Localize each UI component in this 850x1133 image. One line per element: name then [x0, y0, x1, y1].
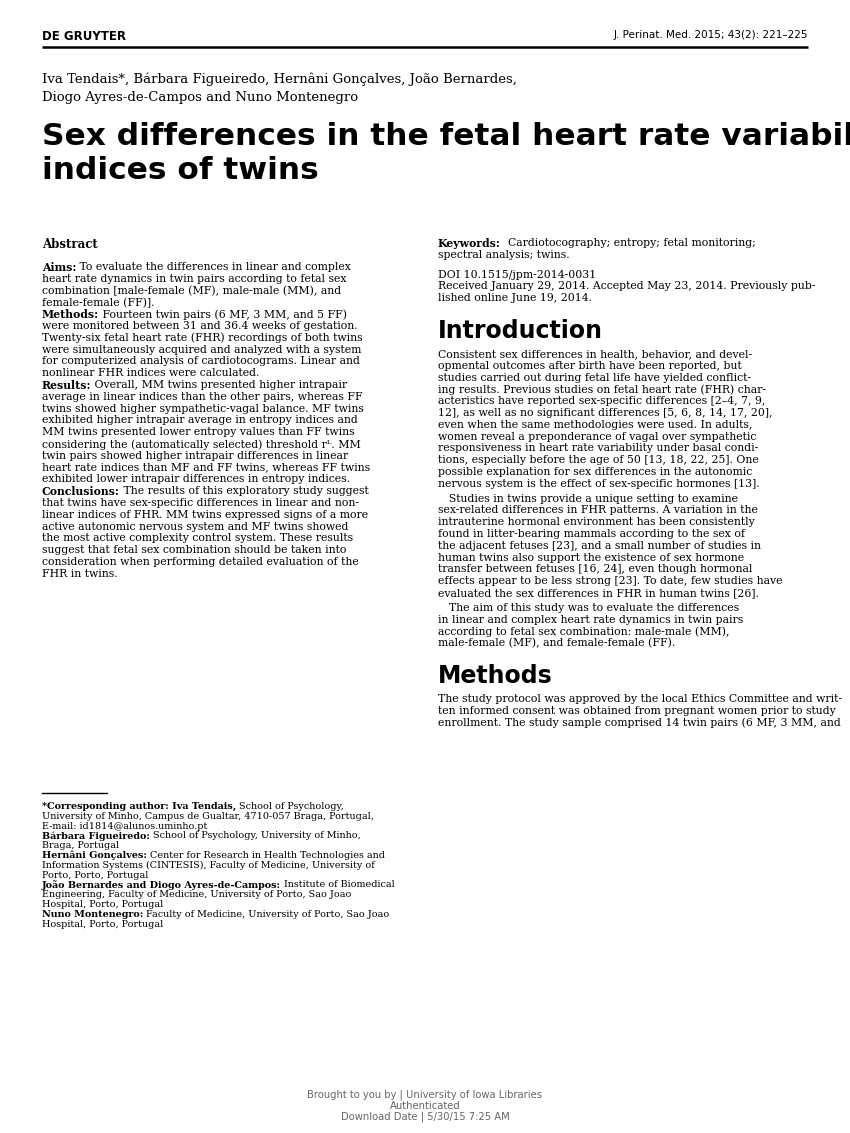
Text: found in litter-bearing mammals according to the sex of: found in litter-bearing mammals accordin…: [438, 529, 745, 539]
Text: The results of this exploratory study suggest: The results of this exploratory study su…: [120, 486, 369, 496]
Text: Consistent sex differences in health, behavior, and devel-: Consistent sex differences in health, be…: [438, 349, 752, 359]
Text: ing results. Previous studies on fetal heart rate (FHR) char-: ing results. Previous studies on fetal h…: [438, 384, 766, 395]
Text: MM twins presented lower entropy values than FF twins: MM twins presented lower entropy values …: [42, 427, 354, 437]
Text: Download Date | 5/30/15 7:25 AM: Download Date | 5/30/15 7:25 AM: [341, 1111, 509, 1123]
Text: Engineering, Faculty of Medicine, University of Porto, Sao Joao: Engineering, Faculty of Medicine, Univer…: [42, 891, 351, 900]
Text: DE GRUYTER: DE GRUYTER: [42, 29, 126, 43]
Text: Authenticated: Authenticated: [389, 1101, 461, 1111]
Text: male-female (MF), and female-female (FF).: male-female (MF), and female-female (FF)…: [438, 638, 675, 648]
Text: University of Minho, Campus de Gualtar, 4710-057 Braga, Portugal,: University of Minho, Campus de Gualtar, …: [42, 812, 374, 820]
Text: School of Psychology, University of Minho,: School of Psychology, University of Minh…: [150, 832, 360, 841]
Text: the most active complexity control system. These results: the most active complexity control syste…: [42, 534, 353, 544]
Text: enrollment. The study sample comprised 14 twin pairs (6 MF, 3 MM, and: enrollment. The study sample comprised 1…: [438, 717, 841, 729]
Text: combination [male-female (MF), male-male (MM), and: combination [male-female (MF), male-male…: [42, 286, 341, 296]
Text: intrauterine hormonal environment has been consistently: intrauterine hormonal environment has be…: [438, 517, 755, 527]
Text: female-female (FF)].: female-female (FF)].: [42, 297, 155, 308]
Text: even when the same methodologies were used. In adults,: even when the same methodologies were us…: [438, 420, 752, 429]
Text: heart rate indices than MF and FF twins, whereas FF twins: heart rate indices than MF and FF twins,…: [42, 462, 370, 472]
Text: indices of twins: indices of twins: [42, 156, 319, 185]
Text: Braga, Portugal: Braga, Portugal: [42, 841, 119, 850]
Text: possible explanation for sex differences in the autonomic: possible explanation for sex differences…: [438, 467, 752, 477]
Text: Hospital, Porto, Portugal: Hospital, Porto, Portugal: [42, 920, 163, 929]
Text: suggest that fetal sex combination should be taken into: suggest that fetal sex combination shoul…: [42, 545, 347, 555]
Text: linear indices of FHR. MM twins expressed signs of a more: linear indices of FHR. MM twins expresse…: [42, 510, 368, 520]
Text: 12], as well as no significant differences [5, 6, 8, 14, 17, 20],: 12], as well as no significant differenc…: [438, 408, 773, 418]
Text: Information Systems (CINTESIS), Faculty of Medicine, University of: Information Systems (CINTESIS), Faculty …: [42, 861, 375, 870]
Text: Aims:: Aims:: [42, 262, 76, 273]
Text: Methods:: Methods:: [42, 309, 99, 321]
Text: nervous system is the effect of sex-specific hormones [13].: nervous system is the effect of sex-spec…: [438, 479, 760, 488]
Text: consideration when performing detailed evaluation of the: consideration when performing detailed e…: [42, 557, 359, 566]
Text: Cardiotocography; entropy; fetal monitoring;: Cardiotocography; entropy; fetal monitor…: [501, 238, 756, 248]
Text: Iva Tendais*, Bárbara Figueiredo, Hernâni Gonçalves, João Bernardes,
Diogo Ayres: Iva Tendais*, Bárbara Figueiredo, Hernân…: [42, 73, 517, 104]
Text: sex-related differences in FHR patterns. A variation in the: sex-related differences in FHR patterns.…: [438, 505, 758, 516]
Text: Hernâni Gonçalves:: Hernâni Gonçalves:: [42, 851, 147, 860]
Text: The study protocol was approved by the local Ethics Committee and writ-: The study protocol was approved by the l…: [438, 695, 842, 704]
Text: responsiveness in heart rate variability under basal condi-: responsiveness in heart rate variability…: [438, 443, 758, 453]
Text: Abstract: Abstract: [42, 238, 98, 252]
Text: The aim of this study was to evaluate the differences: The aim of this study was to evaluate th…: [438, 603, 740, 613]
Text: Porto, Porto, Portugal: Porto, Porto, Portugal: [42, 870, 149, 879]
Text: Nuno Montenegro:: Nuno Montenegro:: [42, 910, 144, 919]
Text: Studies in twins provide a unique setting to examine: Studies in twins provide a unique settin…: [438, 494, 738, 503]
Text: in linear and complex heart rate dynamics in twin pairs: in linear and complex heart rate dynamic…: [438, 614, 743, 624]
Text: *Corresponding author: Iva Tendais,: *Corresponding author: Iva Tendais,: [42, 802, 236, 811]
Text: effects appear to be less strong [23]. To date, few studies have: effects appear to be less strong [23]. T…: [438, 577, 783, 586]
Text: School of Psychology,: School of Psychology,: [236, 802, 344, 811]
Text: Twenty-six fetal heart rate (FHR) recordings of both twins: Twenty-six fetal heart rate (FHR) record…: [42, 333, 363, 343]
Text: evaluated the sex differences in FHR in human twins [26].: evaluated the sex differences in FHR in …: [438, 588, 759, 598]
Text: twin pairs showed higher intrapair differences in linear: twin pairs showed higher intrapair diffe…: [42, 451, 348, 461]
Text: considering the (automatically selected) threshold rᴸ. MM: considering the (automatically selected)…: [42, 438, 360, 450]
Text: To evaluate the differences in linear and complex: To evaluate the differences in linear an…: [76, 262, 351, 272]
Text: Bárbara Figueiredo:: Bárbara Figueiredo:: [42, 832, 150, 841]
Text: tions, especially before the age of 50 [13, 18, 22, 25]. One: tions, especially before the age of 50 […: [438, 455, 759, 466]
Text: were simultaneously acquired and analyzed with a system: were simultaneously acquired and analyze…: [42, 344, 361, 355]
Text: ten informed consent was obtained from pregnant women prior to study: ten informed consent was obtained from p…: [438, 706, 836, 716]
Text: João Bernardes and Diogo Ayres-de-Campos:: João Bernardes and Diogo Ayres-de-Campos…: [42, 880, 281, 891]
Text: acteristics have reported sex-specific differences [2–4, 7, 9,: acteristics have reported sex-specific d…: [438, 397, 765, 407]
Text: heart rate dynamics in twin pairs according to fetal sex: heart rate dynamics in twin pairs accord…: [42, 274, 347, 283]
Text: twins showed higher sympathetic-vagal balance. MF twins: twins showed higher sympathetic-vagal ba…: [42, 403, 364, 414]
Text: transfer between fetuses [16, 24], even though hormonal: transfer between fetuses [16, 24], even …: [438, 564, 752, 574]
Text: Results:: Results:: [42, 380, 92, 391]
Text: Introduction: Introduction: [438, 320, 603, 343]
Text: average in linear indices than the other pairs, whereas FF: average in linear indices than the other…: [42, 392, 363, 402]
Text: according to fetal sex combination: male-male (MM),: according to fetal sex combination: male…: [438, 627, 729, 637]
Text: Faculty of Medicine, University of Porto, Sao Joao: Faculty of Medicine, University of Porto…: [144, 910, 389, 919]
Text: active autonomic nervous system and MF twins showed: active autonomic nervous system and MF t…: [42, 521, 348, 531]
Text: women reveal a preponderance of vagal over sympathetic: women reveal a preponderance of vagal ov…: [438, 432, 756, 442]
Text: Fourteen twin pairs (6 MF, 3 MM, and 5 FF): Fourteen twin pairs (6 MF, 3 MM, and 5 F…: [99, 309, 347, 320]
Text: Keywords:: Keywords:: [438, 238, 501, 249]
Text: exhibited lower intrapair differences in entropy indices.: exhibited lower intrapair differences in…: [42, 475, 350, 485]
Text: Methods: Methods: [438, 664, 552, 688]
Text: exhibited higher intrapair average in entropy indices and: exhibited higher intrapair average in en…: [42, 416, 358, 425]
Text: opmental outcomes after birth have been reported, but: opmental outcomes after birth have been …: [438, 360, 742, 370]
Text: spectral analysis; twins.: spectral analysis; twins.: [438, 249, 570, 259]
Text: Institute of Biomedical: Institute of Biomedical: [281, 880, 394, 889]
Text: studies carried out during fetal life have yielded conflict-: studies carried out during fetal life ha…: [438, 373, 751, 383]
Text: Conclusions:: Conclusions:: [42, 486, 120, 497]
Text: the adjacent fetuses [23], and a small number of studies in: the adjacent fetuses [23], and a small n…: [438, 540, 761, 551]
Text: nonlinear FHR indices were calculated.: nonlinear FHR indices were calculated.: [42, 368, 259, 378]
Text: J. Perinat. Med. 2015; 43(2): 221–225: J. Perinat. Med. 2015; 43(2): 221–225: [614, 29, 808, 40]
Text: for computerized analysis of cardiotocograms. Linear and: for computerized analysis of cardiotocog…: [42, 357, 360, 366]
Text: Hospital, Porto, Portugal: Hospital, Porto, Portugal: [42, 900, 163, 909]
Text: FHR in twins.: FHR in twins.: [42, 569, 117, 579]
Text: Sex differences in the fetal heart rate variability: Sex differences in the fetal heart rate …: [42, 122, 850, 151]
Text: were monitored between 31 and 36.4 weeks of gestation.: were monitored between 31 and 36.4 weeks…: [42, 321, 358, 331]
Text: human twins also support the existence of sex hormone: human twins also support the existence o…: [438, 553, 744, 563]
Text: Center for Research in Health Technologies and: Center for Research in Health Technologi…: [147, 851, 385, 860]
Text: Received January 29, 2014. Accepted May 23, 2014. Previously pub-: Received January 29, 2014. Accepted May …: [438, 281, 815, 291]
Text: that twins have sex-specific differences in linear and non-: that twins have sex-specific differences…: [42, 499, 359, 508]
Text: E-mail: id1814@alunos.uminho.pt: E-mail: id1814@alunos.uminho.pt: [42, 821, 207, 830]
Text: DOI 10.1515/jpm-2014-0031: DOI 10.1515/jpm-2014-0031: [438, 270, 596, 280]
Text: Brought to you by | University of Iowa Libraries: Brought to you by | University of Iowa L…: [308, 1090, 542, 1100]
Text: Overall, MM twins presented higher intrapair: Overall, MM twins presented higher intra…: [92, 380, 348, 390]
Text: lished online June 19, 2014.: lished online June 19, 2014.: [438, 293, 592, 304]
